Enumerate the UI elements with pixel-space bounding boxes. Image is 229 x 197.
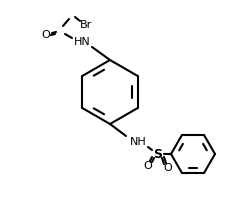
Text: NH: NH: [130, 137, 146, 147]
Text: O: O: [42, 30, 50, 40]
Text: O: O: [164, 163, 172, 173]
Text: HN: HN: [74, 37, 90, 47]
Text: S: S: [153, 148, 163, 161]
Text: Br: Br: [80, 20, 92, 30]
Text: O: O: [144, 161, 152, 171]
